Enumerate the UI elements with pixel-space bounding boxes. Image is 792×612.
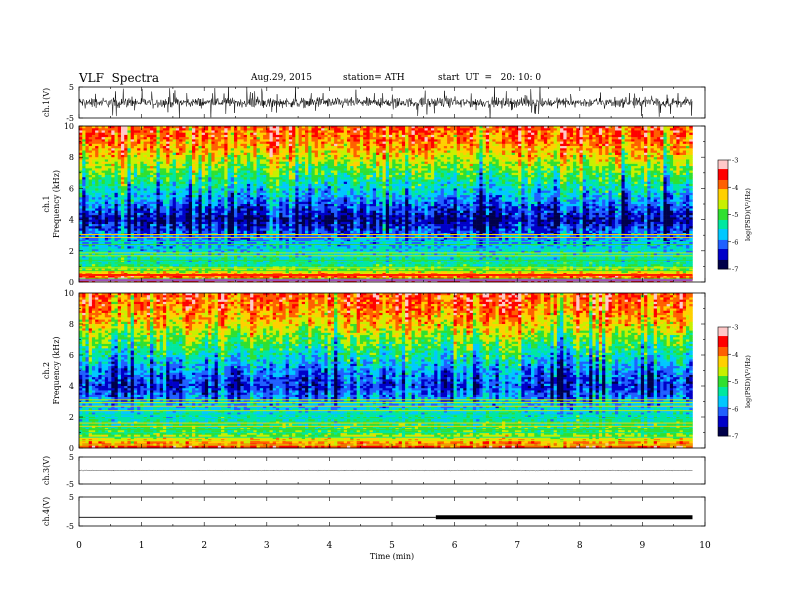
colorbar-label: log(PSD)(V²/Hz) — [744, 355, 752, 408]
y-axis-label: ch.1(V) — [42, 88, 51, 117]
freq-tick-label: 0 — [69, 444, 74, 453]
freq-tick-label: 4 — [69, 382, 74, 391]
freq-tick-label: 10 — [64, 122, 74, 131]
date-label: Aug.29, 2015 — [251, 73, 312, 83]
channel-label: ch.1 — [42, 195, 51, 212]
time-tick-label: 9 — [640, 541, 646, 551]
ch1-spectrogram-panel: 0 2 4 6 8 10 ch.1 Frequency (kHz) -3 -4 -5 -6 -7 log(… — [42, 122, 752, 287]
colorbar-tick-label: -4 — [732, 184, 738, 192]
time-tick-label: 8 — [577, 541, 583, 551]
y-tick-label: 5 — [69, 493, 74, 502]
frequency-axis-label: Frequency (kHz) — [52, 170, 61, 238]
y-tick-label: -5 — [66, 522, 74, 531]
time-tick-label: 4 — [327, 541, 333, 551]
time-tick-label: 3 — [264, 541, 270, 551]
spectrogram-harmonic-lines — [79, 399, 693, 446]
ch2-spectrogram-panel: 0 2 4 6 8 10 ch.2 Frequency (kHz) -3 -4 -5 -6 -7 log(… — [42, 289, 752, 453]
colorbar-tick-label: -7 — [732, 266, 738, 274]
freq-tick-label: 8 — [69, 320, 74, 329]
channel-label: ch.2 — [42, 362, 51, 379]
freq-tick-label: 8 — [69, 153, 74, 162]
spectrogram-cells — [79, 293, 693, 449]
time-tick-label: 7 — [514, 541, 520, 551]
colorbar: -3 -4 -5 -6 -7 log(PSD)(V²/Hz) — [717, 157, 752, 274]
time-tick-label: 5 — [389, 541, 395, 551]
y-axis-label: ch.3(V) — [42, 456, 51, 485]
y-axis-label: ch.4(V) — [42, 497, 51, 526]
station-label: station= ATH — [343, 73, 405, 83]
freq-tick-label: 6 — [69, 184, 74, 193]
freq-tick-label: 2 — [69, 413, 74, 422]
freq-tick-label: 2 — [69, 247, 74, 256]
ch1-waveform-panel: 5 -5 ch.1(V) — [42, 83, 706, 123]
spectrogram-harmonic-lines — [79, 234, 693, 282]
colorbar-tick-label: -6 — [732, 238, 738, 246]
start-time-label: start UT = 20: 10: 0 — [438, 73, 541, 83]
trace-line — [78, 86, 693, 119]
y-tick-label: 5 — [69, 453, 74, 462]
colorbar-tick-label: -6 — [732, 405, 738, 413]
colorbar-label: log(PSD)(V²/Hz) — [744, 188, 752, 241]
y-tick-label: 5 — [69, 83, 74, 92]
time-tick-label: 6 — [452, 541, 458, 551]
y-tick-label: -5 — [66, 480, 74, 489]
time-tick-label: 2 — [201, 541, 207, 551]
colorbar-tick-label: -7 — [732, 433, 738, 441]
ch4-waveform-panel: 5 -5 ch.4(V) — [42, 493, 706, 531]
frequency-axis-label: Frequency (kHz) — [52, 336, 61, 404]
freq-tick-label: 10 — [64, 289, 74, 298]
spectrogram-cells — [79, 126, 693, 283]
colorbar-tick-label: -3 — [732, 157, 738, 165]
trace-line — [78, 469, 693, 472]
time-tick-label: 0 — [76, 541, 82, 551]
colorbar-tick-label: -5 — [732, 378, 738, 386]
y-tick-label: -5 — [66, 114, 74, 123]
colorbar: -3 -4 -5 -6 -7 log(PSD)(V²/Hz) — [717, 324, 752, 441]
colorbar-tick-label: -3 — [732, 324, 738, 332]
panel-frame — [78, 496, 706, 527]
freq-tick-label: 4 — [69, 216, 74, 225]
time-axis: 0 1 2 3 4 5 6 7 8 9 10 Time (min) — [76, 541, 711, 561]
colorbar-tick-label: -4 — [732, 351, 738, 359]
ch3-waveform-panel: 5 -5 ch.3(V) — [42, 453, 706, 489]
time-axis-label: Time (min) — [370, 552, 414, 561]
colorbar-tick-label: -5 — [732, 211, 738, 219]
time-tick-label: 1 — [139, 541, 145, 551]
freq-tick-label: 0 — [69, 278, 74, 287]
freq-tick-label: 6 — [69, 351, 74, 360]
time-tick-label: 10 — [699, 541, 711, 551]
figure-title: VLF Spectra — [79, 71, 159, 85]
